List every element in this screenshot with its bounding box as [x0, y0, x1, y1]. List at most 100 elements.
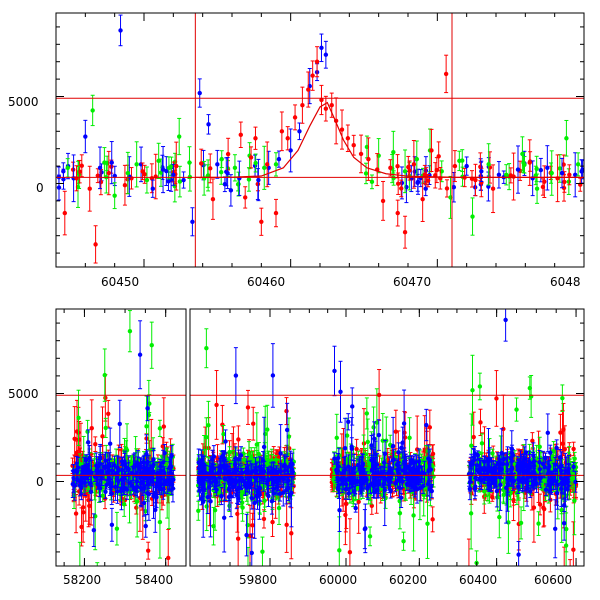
data-point [238, 446, 244, 465]
data-point [346, 413, 351, 431]
data-point [247, 504, 253, 566]
data-point [86, 429, 91, 456]
data-point [177, 165, 183, 198]
data-point [142, 481, 147, 494]
data-point [430, 506, 435, 533]
data-point [238, 121, 243, 149]
data-point [549, 150, 554, 196]
data-point [112, 455, 117, 475]
data-point [127, 310, 133, 353]
data-point [478, 408, 483, 437]
data-point [473, 163, 478, 197]
data-point [117, 399, 122, 449]
data-point [536, 511, 541, 536]
bottom-x-tick-label-60400: 60400 [459, 573, 497, 587]
data-point [543, 483, 549, 497]
data-point [545, 145, 550, 191]
data-point [566, 455, 571, 483]
data-point [270, 461, 276, 481]
data-point [273, 467, 279, 494]
bottom-x-tick-label-59800: 59800 [239, 573, 277, 587]
data-point [253, 153, 258, 173]
data-point [160, 146, 166, 194]
data-point [390, 416, 396, 476]
data-point [323, 40, 329, 69]
data-point [106, 150, 112, 196]
data-point [281, 470, 287, 488]
data-point [503, 309, 508, 342]
data-point [522, 156, 527, 174]
data-point [79, 154, 84, 178]
data-point [108, 479, 114, 495]
top-panel-zoomed-light-curve: 5000 0 60450 60460 60470 6048 [8, 12, 585, 289]
data-point [204, 417, 209, 458]
data-point [97, 146, 103, 190]
data-point [223, 429, 228, 454]
data-point [219, 159, 224, 185]
data-point [167, 477, 173, 492]
data-point [547, 481, 553, 501]
data-point [429, 128, 434, 173]
data-point [228, 174, 234, 207]
data-point [358, 134, 364, 174]
data-point [499, 428, 504, 478]
data-point [470, 354, 475, 426]
data-point [395, 462, 401, 477]
data-point [306, 71, 311, 108]
data-point [246, 465, 251, 485]
data-point [542, 455, 548, 479]
data-point [366, 137, 371, 181]
data-point [171, 163, 176, 186]
data-point [520, 136, 525, 172]
bottom-x-tick-label-60600: 60600 [534, 573, 572, 587]
data-point [350, 387, 355, 426]
data-point [199, 454, 205, 467]
data-point [466, 538, 471, 566]
data-point [77, 541, 82, 566]
data-point [220, 404, 225, 445]
data-point [376, 419, 382, 451]
data-point [342, 417, 348, 479]
top-x-tick-label-60470: 60470 [393, 275, 431, 289]
data-point [457, 150, 462, 172]
data-point [122, 164, 128, 206]
data-point [261, 509, 267, 529]
data-point [130, 465, 135, 482]
data-point [211, 463, 217, 490]
season-0 [70, 310, 176, 566]
data-point [122, 450, 128, 480]
data-point [157, 419, 163, 437]
data-point [260, 536, 265, 566]
data-point [114, 511, 120, 546]
data-point [113, 472, 118, 501]
bottom-x-tick-label-60200: 60200 [389, 573, 427, 587]
data-point [338, 360, 343, 423]
bottom-x-tick-label-58200: 58200 [63, 573, 101, 587]
data-point [288, 128, 293, 173]
data-point [571, 462, 576, 472]
data-point [90, 94, 95, 127]
data-point [443, 54, 449, 94]
data-point [236, 491, 241, 505]
data-point [424, 408, 429, 442]
top-y-tick-label-5000: 5000 [8, 95, 39, 109]
data-point [553, 499, 558, 559]
data-point [156, 142, 161, 179]
data-point [452, 150, 458, 183]
data-point [227, 446, 232, 458]
data-point [518, 506, 524, 540]
data-point [521, 456, 526, 471]
data-point [77, 159, 82, 184]
data-point [337, 488, 342, 533]
data-point [208, 153, 213, 184]
data-point [509, 430, 514, 467]
data-point [534, 173, 540, 204]
data-point [407, 417, 412, 459]
data-point [555, 459, 560, 510]
data-point [568, 559, 573, 566]
data-point [145, 541, 151, 560]
bottom-x-tick-label-58400: 58400 [135, 573, 173, 587]
data-point [567, 164, 572, 186]
data-point [481, 456, 487, 468]
data-point [331, 466, 336, 492]
